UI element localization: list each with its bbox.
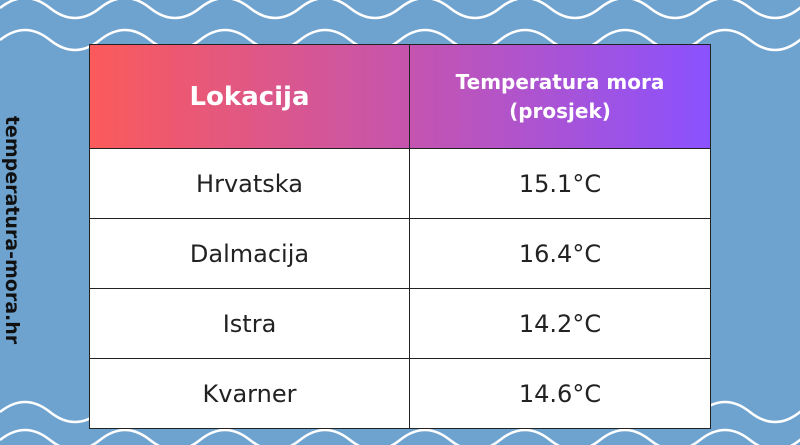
header-cell: Lokacija xyxy=(89,44,410,149)
header-row: Lokacija Temperatura mora (prosjek) xyxy=(89,44,711,149)
temperature-cell: 14.2°C xyxy=(409,288,711,359)
header-cell: Temperatura mora (prosjek) xyxy=(409,44,711,149)
location-cell: Hrvatska xyxy=(89,148,410,219)
temperature-cell: 15.1°C xyxy=(409,148,711,219)
temperature-cell: 16.4°C xyxy=(409,218,711,289)
table: Lokacija Temperatura mora (prosjek) Hrva… xyxy=(89,44,711,429)
temperature-cell: 14.6°C xyxy=(409,358,711,429)
location-cell: Istra xyxy=(89,288,410,359)
location-cell: Dalmacija xyxy=(89,218,410,289)
side-text: temperatura-mora.hr xyxy=(1,115,23,345)
table-row: Istra 14.2°C xyxy=(89,288,711,359)
table-row: Hrvatska 15.1°C xyxy=(89,148,711,219)
table-row: Dalmacija 16.4°C xyxy=(89,218,711,289)
location-cell: Kvarner xyxy=(89,358,410,429)
table-row: Kvarner 14.6°C xyxy=(89,358,711,429)
